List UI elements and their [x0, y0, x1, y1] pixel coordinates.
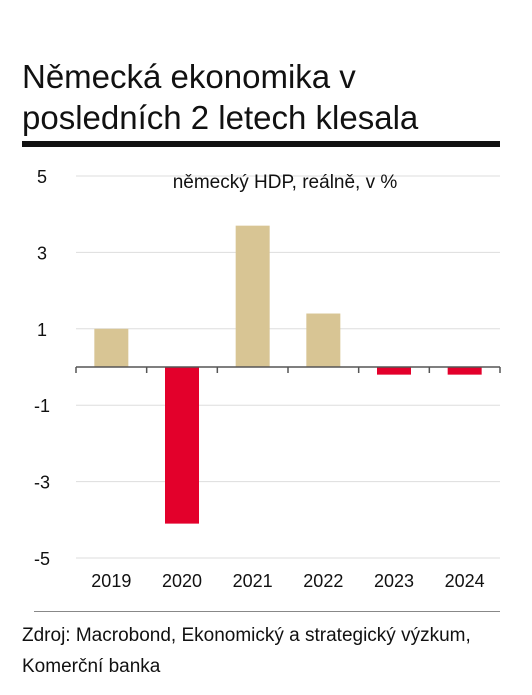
x-tick-label: 2021 — [233, 571, 273, 591]
y-tick-labels: 5 3 1 -1 -3 -5 — [34, 167, 50, 569]
bar-2020 — [165, 367, 199, 524]
x-tick-label: 2023 — [374, 571, 414, 591]
bar-2022 — [306, 313, 341, 367]
title-divider — [22, 141, 500, 147]
x-tick-label: 2019 — [91, 571, 131, 591]
source-note: Zdroj: Macrobond, Ekonomický a strategic… — [22, 625, 471, 677]
y-tick-label: -5 — [34, 549, 50, 569]
x-tick-label: 2022 — [303, 571, 343, 591]
y-tick-label: 3 — [37, 243, 47, 263]
y-tick-label: 5 — [37, 167, 47, 187]
bar-2021 — [235, 225, 270, 367]
y-tick-label: -3 — [34, 473, 50, 493]
x-axis — [75, 366, 501, 373]
chart-title: Německá ekonomika v posledních 2 letech … — [22, 58, 419, 136]
y-tick-label: 1 — [37, 320, 47, 340]
x-tick-label: 2024 — [445, 571, 485, 591]
source-divider — [34, 611, 500, 612]
y-tick-label: -1 — [34, 396, 50, 416]
bar-2024 — [447, 367, 482, 375]
bars — [94, 225, 482, 524]
gridlines — [76, 175, 500, 559]
x-tick-labels: 2019 2020 2021 2022 2023 2024 — [91, 571, 484, 591]
bar-2023 — [377, 367, 411, 375]
bar-2019 — [94, 328, 129, 367]
chart-subtitle: německý HDP, reálně, v % — [173, 172, 398, 193]
bar-chart: 5 3 1 -1 -3 -5 2019 2020 2021 2022 2023 2024 němec… — [34, 167, 501, 591]
x-tick-label: 2020 — [162, 571, 202, 591]
